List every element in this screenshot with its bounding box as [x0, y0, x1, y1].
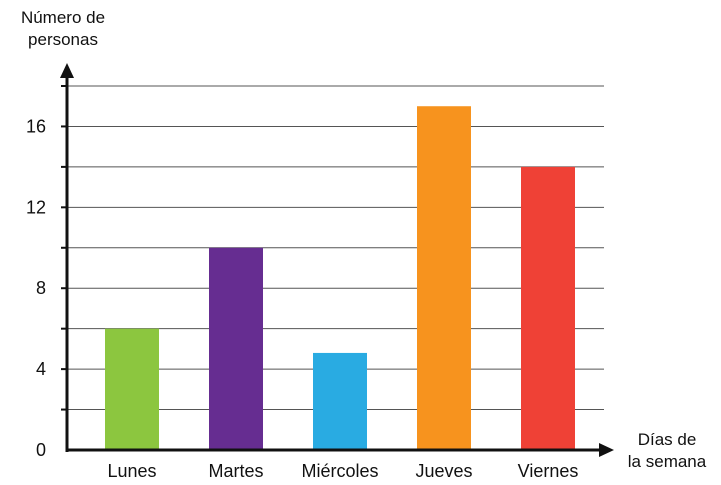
y-axis-arrow-icon — [60, 63, 74, 78]
axes — [60, 63, 614, 457]
y-tick-label: 8 — [36, 278, 46, 298]
y-tick-label: 16 — [26, 116, 46, 136]
x-axis-arrow-icon — [599, 443, 614, 457]
x-tick-label: Jueves — [415, 461, 472, 481]
y-tick-label: 0 — [36, 440, 46, 460]
x-axis-label-line-1: Días de — [637, 430, 697, 449]
x-tick-label: Miércoles — [301, 461, 378, 481]
bar-miercoles — [313, 352, 367, 450]
bar-jueves — [417, 106, 471, 450]
y-axis-label-line-1: Número de — [20, 8, 106, 27]
y-tick-label: 4 — [36, 359, 46, 379]
bar-martes — [209, 247, 263, 450]
x-tick-label: Martes — [208, 461, 263, 481]
bar-viernes — [521, 166, 575, 450]
bar-lunes — [105, 328, 159, 450]
bars — [105, 106, 575, 450]
y-axis-ticks: 0 4 8 12 16 — [26, 116, 46, 460]
y-tick-label: 12 — [26, 197, 46, 217]
x-tick-label: Lunes — [107, 461, 156, 481]
y-axis-label-line-2: personas — [28, 30, 98, 49]
x-axis-tick-labels: Lunes Martes Miércoles Jueves Viernes — [107, 461, 578, 481]
x-axis-label-line-2: la semana — [627, 452, 707, 471]
x-tick-label: Viernes — [518, 461, 579, 481]
